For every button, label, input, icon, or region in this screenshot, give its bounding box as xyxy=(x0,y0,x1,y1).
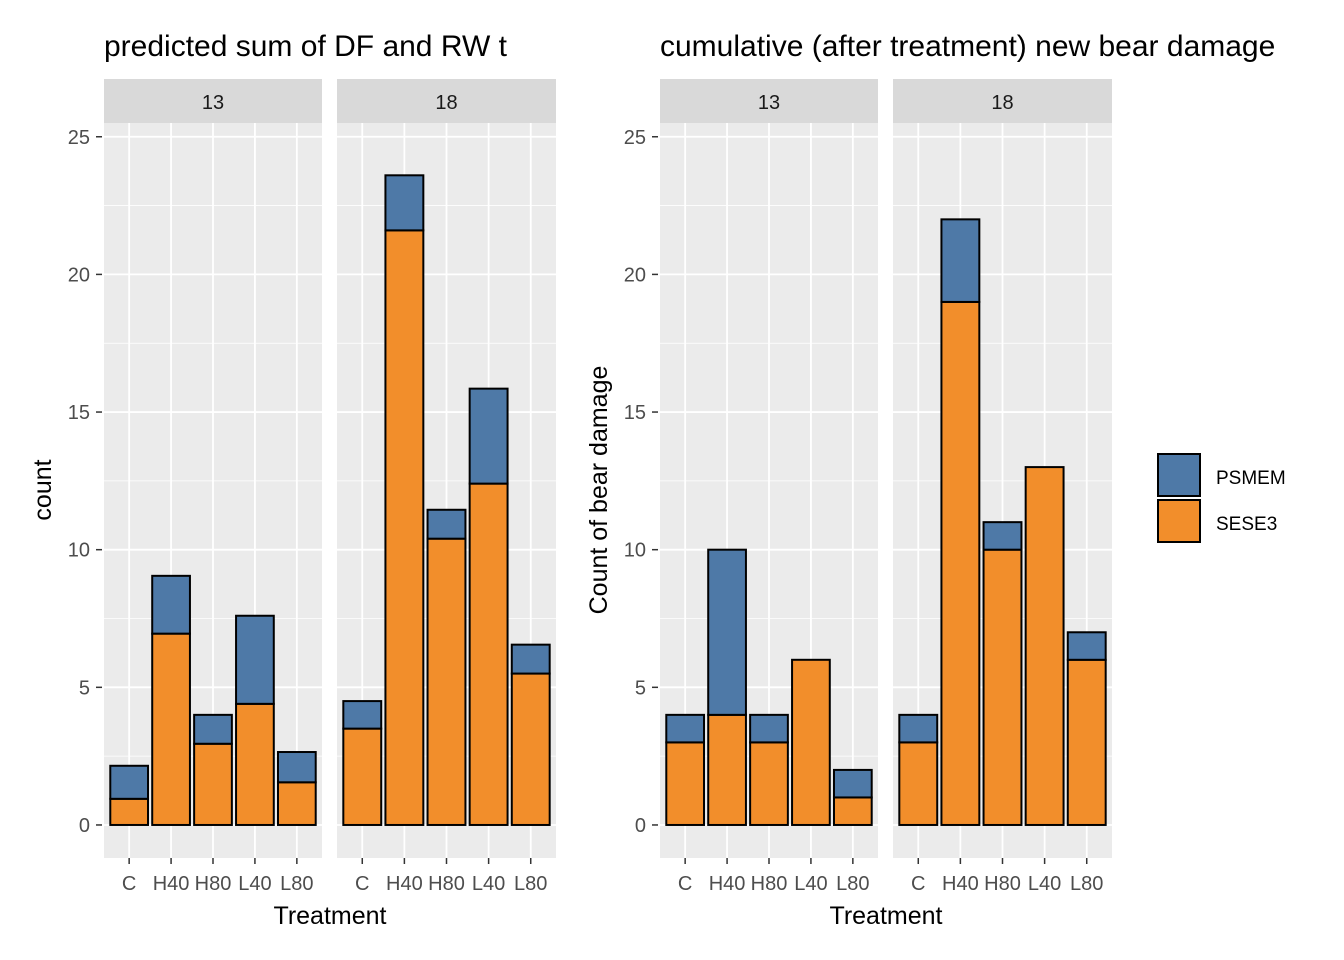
x-tick-label: H40 xyxy=(153,873,190,895)
bar-sese3-h40 xyxy=(384,229,425,826)
facet-strip-label: 18 xyxy=(435,92,457,114)
bar-sese3-l40 xyxy=(468,482,509,826)
bar-sese3-h40 xyxy=(940,300,981,826)
y-tick-label: 25 xyxy=(68,127,90,149)
bar-psmem-h80 xyxy=(749,713,789,744)
x-tick-label: H40 xyxy=(709,873,746,895)
bar-psmem-h40 xyxy=(707,548,747,716)
facet-panel-18: 18 C H40 H80 L40 L80 xyxy=(337,79,556,895)
bar-sese3-h80 xyxy=(982,548,1023,826)
x-tick-label: H40 xyxy=(386,873,423,895)
facet-strip xyxy=(660,79,878,123)
x-tick-label: L80 xyxy=(836,873,869,895)
bar-psmem-h80 xyxy=(982,521,1023,551)
bar-sese3-l80 xyxy=(510,672,551,826)
bar-psmem-l80 xyxy=(510,643,551,675)
x-tick-label: L40 xyxy=(238,873,271,895)
y-tick-label: 10 xyxy=(68,540,90,562)
x-tick-label: H80 xyxy=(428,873,465,895)
facet-strip-label: 13 xyxy=(758,92,780,114)
facet-strip xyxy=(337,79,556,123)
y-tick-label: 10 xyxy=(624,540,646,562)
bar-psmem-c xyxy=(342,700,383,730)
x-tick-label: C xyxy=(911,873,925,895)
bar-psmem-h80 xyxy=(426,508,467,540)
bar-psmem-l80 xyxy=(276,751,317,784)
bar-psmem-h80 xyxy=(193,713,233,745)
x-tick-label: L80 xyxy=(1070,873,1103,895)
y-tick-label: 20 xyxy=(624,264,646,286)
bar-psmem-l80 xyxy=(832,768,873,799)
facet-strip-label: 13 xyxy=(202,92,224,114)
legend-swatch-psmem xyxy=(1157,453,1201,497)
y-tick-label: 0 xyxy=(635,815,646,837)
bar-sese3-h80 xyxy=(749,741,789,826)
chart-title: cumulative (after treatment) new bear da… xyxy=(660,30,1275,63)
x-tick-label: L80 xyxy=(514,873,547,895)
bar-psmem-h40 xyxy=(940,218,981,303)
bar-psmem-h40 xyxy=(384,174,425,232)
y-axis-title: Count of bear damage xyxy=(585,366,613,615)
chart-title: predicted sum of DF and RW t xyxy=(104,30,508,63)
x-tick-label: L40 xyxy=(1028,873,1061,895)
x-tick-label: C xyxy=(355,873,369,895)
bar-psmem-h40 xyxy=(151,574,191,635)
bar-sese3-l40 xyxy=(791,658,831,826)
bar-sese3-c xyxy=(898,741,939,826)
facet-strip xyxy=(893,79,1112,123)
x-tick-label: H40 xyxy=(942,873,979,895)
bar-psmem-l40 xyxy=(468,387,509,485)
facet-panel-18: 18 C H40 H80 L40 L80 xyxy=(893,79,1112,895)
x-tick-label: H80 xyxy=(195,873,232,895)
bar-sese3-l80 xyxy=(1066,658,1107,826)
legend-swatch-sese3 xyxy=(1157,499,1201,543)
facet-panel-13: 13 C H40 H80 L40 L80 xyxy=(104,79,322,895)
facet-strip xyxy=(104,79,322,123)
x-tick-label: L80 xyxy=(280,873,313,895)
legend: PSMEM SESE3 xyxy=(1157,453,1286,543)
bar-sese3-l80 xyxy=(832,796,873,826)
x-tick-label: H80 xyxy=(984,873,1021,895)
bar-sese3-l40 xyxy=(1024,466,1065,826)
y-tick-label: 25 xyxy=(624,127,646,149)
y-tick-label: 15 xyxy=(68,402,90,424)
x-axis-title: Treatment xyxy=(829,902,942,930)
bar-psmem-l80 xyxy=(1066,631,1107,661)
bar-sese3-h80 xyxy=(193,742,233,826)
y-tick-label: 15 xyxy=(624,402,646,424)
bar-sese3-l80 xyxy=(276,781,317,826)
legend-label-sese3: SESE3 xyxy=(1216,514,1277,535)
x-tick-label: L40 xyxy=(472,873,505,895)
legend-label-psmem: PSMEM xyxy=(1216,468,1286,489)
x-axis-title-wrap: Treatment xyxy=(273,902,386,930)
bar-sese3-c xyxy=(342,727,383,826)
bar-psmem-l40 xyxy=(235,614,275,705)
x-tick-label: H80 xyxy=(751,873,788,895)
bar-sese3-l40 xyxy=(235,702,275,826)
bar-sese3-h80 xyxy=(426,537,467,826)
y-tick-label: 0 xyxy=(79,815,90,837)
y-tick-label: 5 xyxy=(635,677,646,699)
bar-sese3-h40 xyxy=(707,713,747,826)
y-tick-label: 5 xyxy=(79,677,90,699)
bar-sese3-c xyxy=(109,797,150,826)
bar-sese3-h40 xyxy=(151,632,191,826)
bar-psmem-c xyxy=(109,764,150,800)
x-tick-label: C xyxy=(122,873,136,895)
x-axis-title: Treatment xyxy=(273,902,386,930)
x-tick-label: L40 xyxy=(794,873,827,895)
y-tick-label: 20 xyxy=(68,264,90,286)
y-axis-title: count xyxy=(29,459,57,520)
bar-psmem-c xyxy=(665,713,706,744)
x-tick-label: C xyxy=(678,873,692,895)
facet-panel-13: 13 C H40 H80 L40 L80 xyxy=(660,79,878,895)
facet-strip-label: 18 xyxy=(991,92,1013,114)
bar-sese3-c xyxy=(665,741,706,826)
bar-psmem-c xyxy=(898,713,939,744)
